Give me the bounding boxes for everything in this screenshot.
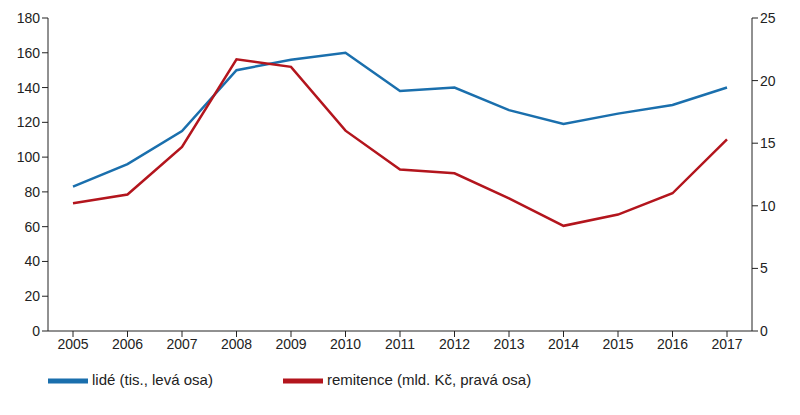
html-text:lidé (tis., levá osa): lidé (tis., levá osa) (92, 371, 213, 388)
svg-text:10: 10 (760, 198, 776, 214)
svg-text:120: 120 (17, 114, 41, 130)
svg-text:2009: 2009 (275, 336, 306, 352)
svg-text:100: 100 (17, 149, 41, 165)
svg-text:5: 5 (760, 260, 768, 276)
svg-text:2010: 2010 (330, 336, 361, 352)
svg-text:2006: 2006 (112, 336, 143, 352)
svg-text:0: 0 (760, 323, 768, 339)
svg-text:2014: 2014 (548, 336, 579, 352)
svg-text:60: 60 (24, 219, 40, 235)
svg-text:2015: 2015 (602, 336, 633, 352)
svg-text:20: 20 (24, 288, 40, 304)
svg-text:80: 80 (24, 184, 40, 200)
svg-text:2008: 2008 (221, 336, 252, 352)
svg-text:180: 180 (17, 10, 41, 26)
svg-text:2016: 2016 (657, 336, 688, 352)
svg-text:0: 0 (32, 323, 40, 339)
svg-text:20: 20 (760, 73, 776, 89)
svg-text:25: 25 (760, 10, 776, 26)
svg-text:2012: 2012 (439, 336, 470, 352)
svg-text:2005: 2005 (57, 336, 88, 352)
html-text:remitence (mld. Kč, pravá osa): remitence (mld. Kč, pravá osa) (326, 371, 532, 388)
svg-text:140: 140 (17, 80, 41, 96)
svg-text:2007: 2007 (166, 336, 197, 352)
svg-text:2013: 2013 (493, 336, 524, 352)
svg-text:160: 160 (17, 45, 41, 61)
svg-text:40: 40 (24, 253, 40, 269)
svg-text:2011: 2011 (385, 336, 415, 352)
svg-text:2017: 2017 (711, 336, 742, 352)
svg-text:15: 15 (760, 135, 776, 151)
